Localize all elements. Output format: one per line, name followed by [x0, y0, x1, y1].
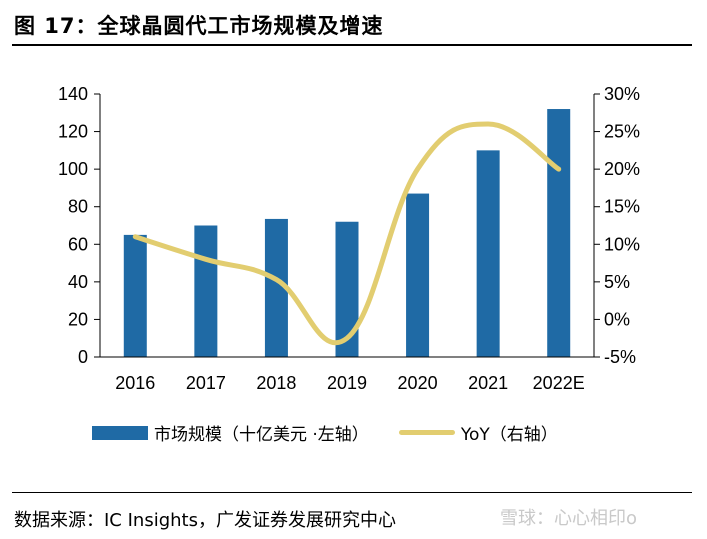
right-axis-tick-label: 30% [604, 84, 640, 104]
source-note: 数据来源：IC Insights，广发证券发展研究中心 [14, 510, 396, 531]
source-rule [12, 492, 692, 493]
legend-line-swatch [398, 430, 455, 435]
x-axis-tick-label: 2016 [115, 373, 155, 393]
x-axis-tick-label: 2022E [533, 373, 585, 393]
right-axis-tick-label: -5% [604, 347, 636, 367]
bar-2021 [476, 150, 500, 357]
legend-item-market-size: 市场规模（十亿美元 ·左轴） [92, 420, 369, 445]
left-axis-tick-label: 40 [68, 272, 88, 292]
right-axis-tick-label: 0% [604, 309, 630, 329]
x-axis-tick-label: 2017 [186, 373, 226, 393]
legend-label-market-size: 市场规模（十亿美元 ·左轴） [154, 425, 369, 445]
watermark: 雪球：心心相印o [500, 508, 638, 529]
right-axis-tick-label: 10% [604, 234, 640, 254]
x-axis-tick-label: 2018 [256, 373, 296, 393]
left-axis-tick-label: 100 [58, 159, 88, 179]
right-axis-tick-label: 25% [604, 122, 640, 142]
right-axis-tick-label: 15% [604, 197, 640, 217]
x-axis-tick-label: 2019 [327, 373, 367, 393]
x-axis-tick-label: 2020 [398, 373, 438, 393]
yoy-line [132, 121, 562, 346]
title-rule [12, 44, 692, 46]
legend-item-yoy: YoY（右轴） [398, 420, 558, 445]
chart-area: 0 20 40 60 80 100 120 140 -5% 0% 5% 10% 15% 20% 25% 30%… [58, 84, 640, 393]
bar-2020 [406, 193, 430, 357]
x-axis-tick-label: 2021 [468, 373, 508, 393]
left-axis-tick-label: 0 [78, 347, 88, 367]
legend-bar-swatch [92, 425, 148, 440]
left-axis-tick-label: 60 [68, 234, 88, 254]
legend-label-yoy: YoY（右轴） [460, 425, 558, 445]
bar-2018 [264, 218, 288, 357]
bar-2017 [194, 225, 218, 357]
chart-title: 图 17：全球晶圆代工市场规模及增速 [14, 14, 384, 38]
bar-2022E [547, 109, 571, 358]
bar-2016 [123, 234, 147, 357]
left-axis-tick-label: 140 [58, 84, 88, 104]
bar-2019 [335, 221, 359, 357]
right-axis-tick-label: 20% [604, 159, 640, 179]
left-axis-tick-label: 20 [68, 309, 88, 329]
left-axis-tick-label: 120 [58, 122, 88, 142]
legend: 市场规模（十亿美元 ·左轴） YoY（右轴） [92, 420, 588, 445]
right-axis-tick-label: 5% [604, 272, 630, 292]
left-axis-tick-label: 80 [68, 197, 88, 217]
